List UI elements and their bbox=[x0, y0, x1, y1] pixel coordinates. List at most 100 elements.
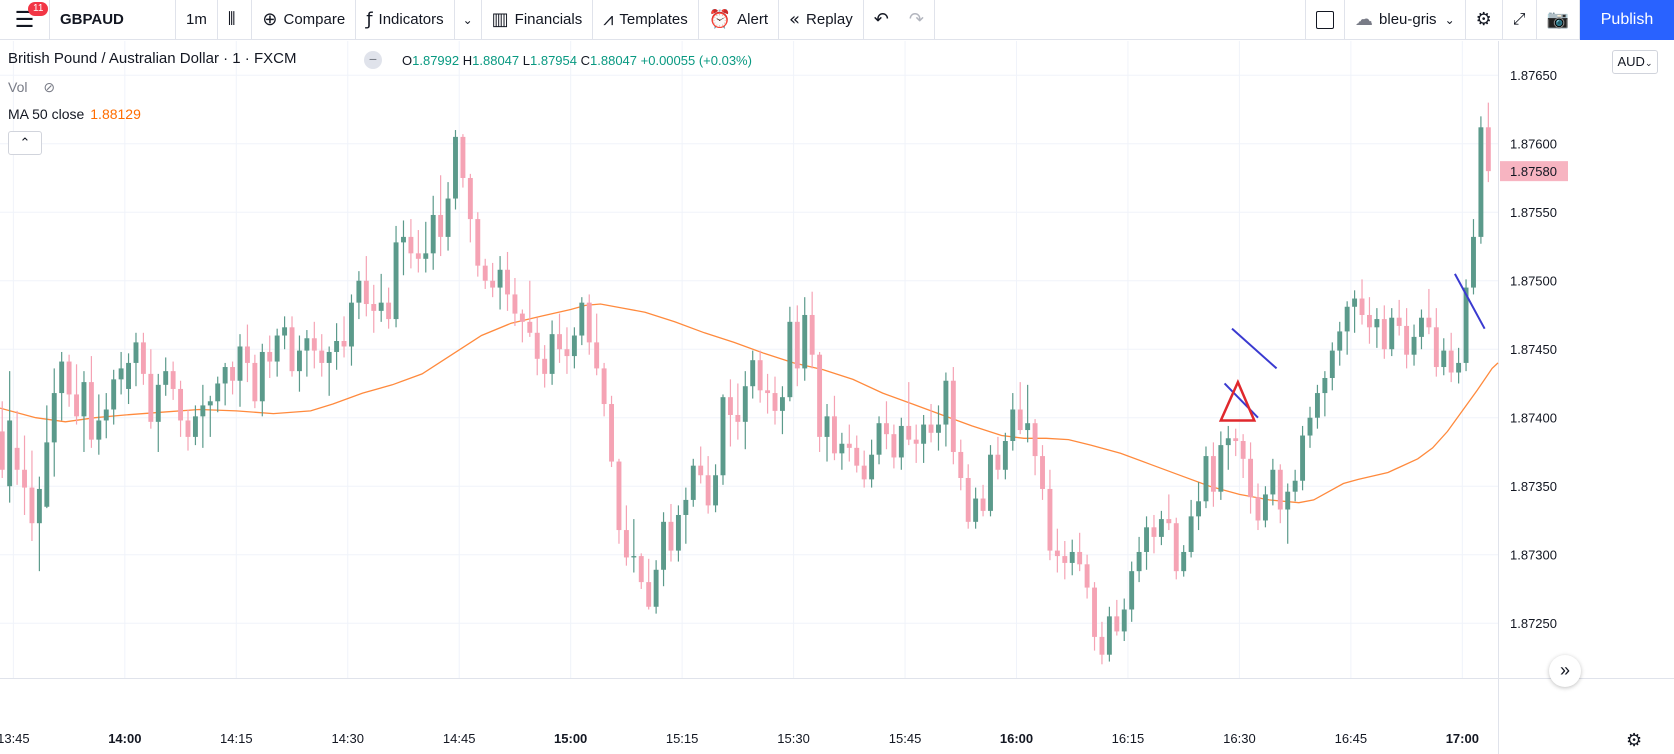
candle-up bbox=[1285, 491, 1291, 510]
candle-up bbox=[1441, 350, 1447, 368]
candle-down bbox=[980, 498, 986, 511]
candle-up bbox=[1181, 551, 1187, 572]
candle-up bbox=[936, 424, 941, 433]
ohlc-values: O1.87992 H1.88047 L1.87954 C1.88047 +0.0… bbox=[402, 53, 752, 68]
candle-down bbox=[140, 342, 146, 374]
candle-up bbox=[401, 236, 406, 243]
candle-down bbox=[1426, 317, 1432, 328]
snapshot-button[interactable]: 📷 bbox=[1537, 0, 1580, 40]
candle-down bbox=[490, 280, 496, 288]
gear-icon: ⚙ bbox=[1475, 9, 1492, 29]
candle-down bbox=[1092, 587, 1097, 637]
fullscreen-button[interactable]: ⤢ bbox=[1503, 0, 1537, 40]
candle-down bbox=[1032, 423, 1038, 457]
candle-up bbox=[1069, 551, 1075, 563]
candle-up bbox=[973, 498, 979, 522]
candle-up bbox=[1352, 298, 1358, 307]
collapse-legend-button[interactable]: ⌃ bbox=[8, 131, 42, 155]
close-value: 1.88047 bbox=[590, 53, 638, 68]
time-tick-label: 13:45 bbox=[0, 731, 30, 746]
replay-button[interactable]: « Replay bbox=[779, 0, 864, 40]
templates-icon: ⩘ bbox=[603, 9, 614, 30]
candle-up bbox=[215, 383, 221, 402]
candle-up bbox=[1218, 445, 1224, 492]
symbol-title: British Pound / Australian Dollar · 1 · … bbox=[8, 50, 297, 67]
redo-button[interactable]: ↷ bbox=[899, 0, 935, 40]
candle-down bbox=[467, 177, 473, 220]
candle-up bbox=[304, 338, 310, 351]
candle-down bbox=[854, 447, 860, 466]
price-tick-label: 1.87350 bbox=[1510, 479, 1557, 494]
candle-down bbox=[244, 346, 250, 363]
price-tick-label: 1.87550 bbox=[1510, 205, 1557, 220]
low-label: L bbox=[522, 53, 530, 68]
candle-down bbox=[371, 304, 377, 311]
candle-down bbox=[623, 530, 629, 558]
candle-up bbox=[1188, 516, 1194, 552]
candle-down bbox=[861, 465, 867, 480]
chart-type-button[interactable]: ⫴ bbox=[218, 0, 253, 40]
candle-up bbox=[96, 420, 102, 440]
price-tick-label: 1.87600 bbox=[1510, 137, 1557, 152]
currency-button[interactable]: AUD⌄ bbox=[1612, 50, 1658, 74]
candle-down bbox=[170, 371, 176, 389]
time-tick-label: 14:30 bbox=[331, 731, 364, 746]
candle-down bbox=[408, 236, 414, 254]
candle-up bbox=[824, 416, 830, 437]
time-tick-label: 14:45 bbox=[443, 731, 476, 746]
indicators-button[interactable]: ƒ Indicators bbox=[356, 0, 455, 40]
compare-button[interactable]: ⊕ Compare bbox=[252, 0, 357, 40]
candle-up bbox=[1025, 423, 1031, 431]
templates-button[interactable]: ⩘ Templates bbox=[593, 0, 699, 40]
candle-up bbox=[675, 514, 681, 551]
financials-button[interactable]: ▥ Financials bbox=[482, 0, 594, 40]
publish-button[interactable]: Publish bbox=[1580, 0, 1674, 40]
main-menu-button[interactable]: ☰ 11 bbox=[0, 0, 50, 40]
candle-up bbox=[1106, 616, 1112, 655]
candle-up bbox=[1478, 127, 1484, 237]
candle-down bbox=[705, 475, 711, 506]
undo-button[interactable]: ↶ bbox=[864, 0, 899, 40]
candle-up bbox=[1270, 469, 1276, 495]
scroll-to-realtime-button[interactable]: » bbox=[1549, 655, 1581, 687]
candle-down bbox=[928, 424, 934, 433]
hide-legend-button[interactable]: − bbox=[364, 51, 382, 69]
eye-crossed-icon[interactable]: ⊘ bbox=[43, 79, 56, 95]
candle-down bbox=[727, 397, 733, 415]
candle-up bbox=[869, 454, 875, 480]
candle-up bbox=[653, 569, 659, 607]
last-price-badge bbox=[1500, 161, 1568, 182]
price-tick-label: 1.87250 bbox=[1510, 616, 1557, 631]
candle-up bbox=[207, 401, 213, 406]
candle-down bbox=[1240, 441, 1246, 459]
fullscreen-select-button[interactable] bbox=[1306, 0, 1346, 40]
candle-down bbox=[363, 280, 369, 305]
candle-down bbox=[267, 351, 273, 362]
candle-down bbox=[534, 332, 540, 359]
candle-up bbox=[1292, 480, 1298, 492]
ma-value: 1.88129 bbox=[90, 106, 141, 122]
settings-button[interactable]: ⚙ bbox=[1466, 0, 1503, 40]
layout-name: bleu-gris bbox=[1379, 11, 1437, 28]
candle-up bbox=[683, 499, 689, 515]
ma-50-line bbox=[0, 303, 1499, 504]
layout-button[interactable]: ☁ bleu-gris ⌄ bbox=[1345, 0, 1466, 40]
ma-legend[interactable]: MA 50 close 1.88129 bbox=[8, 106, 141, 122]
candle-up bbox=[876, 423, 882, 455]
axis-settings-button[interactable]: ⚙ bbox=[1626, 730, 1642, 751]
indicators-dropdown[interactable]: ⌄ bbox=[455, 0, 482, 40]
candle-up bbox=[282, 327, 288, 336]
candle-down bbox=[341, 341, 347, 347]
candle-down bbox=[609, 404, 614, 462]
candle-up bbox=[713, 475, 719, 506]
open-value: 1.87992 bbox=[412, 53, 460, 68]
volume-legend[interactable]: Vol ⊘ bbox=[8, 79, 55, 96]
alert-button[interactable]: ⏰ Alert bbox=[699, 0, 779, 40]
symbol-search-button[interactable]: GBPAUD bbox=[50, 0, 176, 40]
candle-down bbox=[1040, 456, 1045, 489]
candle-up bbox=[393, 242, 399, 320]
interval-button[interactable]: 1m bbox=[176, 0, 218, 40]
chevron-down-icon: ⌄ bbox=[462, 12, 473, 27]
chevron-up-icon: ⌃ bbox=[19, 135, 31, 150]
